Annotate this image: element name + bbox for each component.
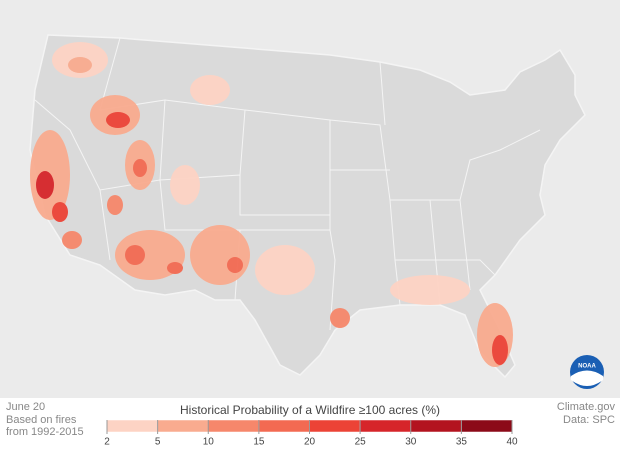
legend-tick-label: 5 (155, 437, 161, 448)
legend-tick-label: 30 (405, 437, 417, 448)
legend-bin (258, 419, 310, 433)
legend-bin (359, 419, 411, 433)
legend: 2 5 10 15 20 25 30 35 40 (104, 419, 518, 448)
legend-bin (410, 419, 462, 433)
legend-tick-label: 40 (506, 437, 518, 448)
fire-hotspots (30, 42, 513, 367)
state-borders (34, 37, 541, 331)
legend-tick-label: 2 (104, 437, 110, 448)
legend-tick-label: 20 (304, 437, 316, 448)
credit: Data: SPC (563, 414, 615, 426)
logo-text: NOAA (578, 364, 596, 370)
legend-bin (106, 419, 158, 433)
credit: Climate.gov (557, 401, 616, 413)
legend-tick-label: 15 (253, 437, 265, 448)
legend-bin (309, 419, 361, 433)
note: Based on fires (6, 414, 77, 426)
legend-tick-label: 35 (456, 437, 468, 448)
note: from 1992-2015 (6, 426, 84, 438)
noaa-logo: NOAA (570, 355, 604, 389)
date: June 20 (6, 401, 45, 413)
legend-tick-label: 10 (203, 437, 215, 448)
legend-bin (461, 419, 513, 433)
legend-title: Historical Probability of a Wildfire ≥10… (180, 403, 440, 417)
legend-tick-label: 25 (355, 437, 367, 448)
legend-bin (208, 419, 260, 433)
legend-bin (157, 419, 209, 433)
